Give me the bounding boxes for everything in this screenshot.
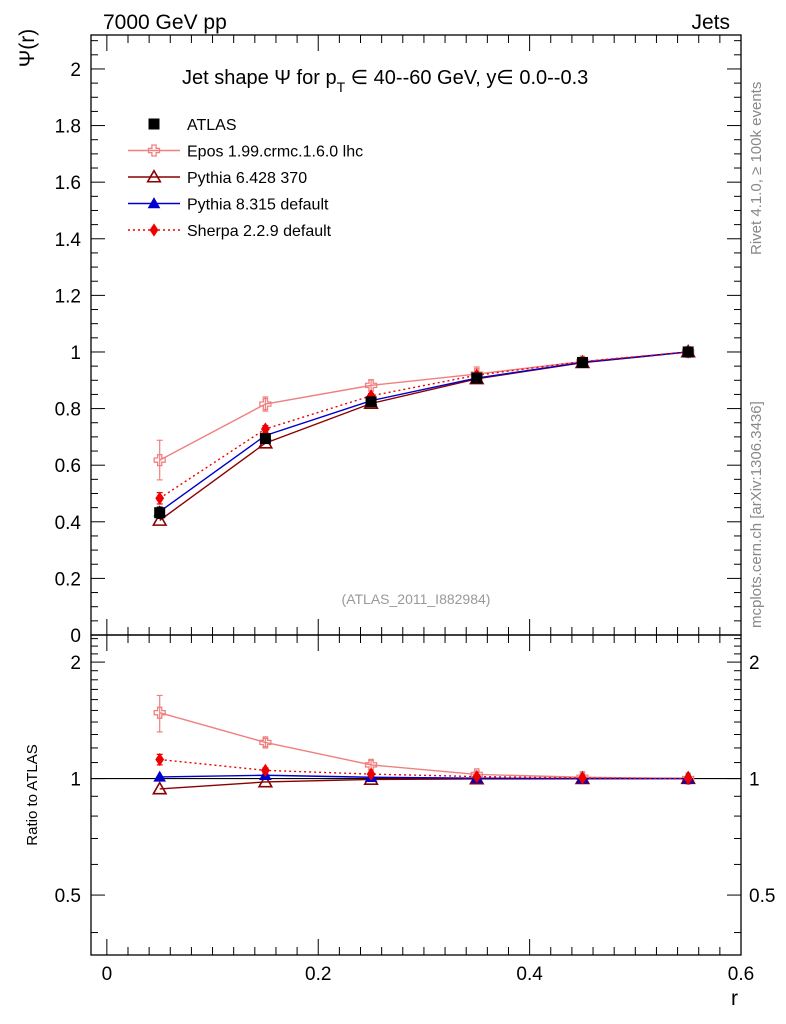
main-data-point xyxy=(154,507,166,519)
legend-label: Pythia 6.428 370 xyxy=(187,170,307,187)
ratio-series-group xyxy=(151,694,696,795)
main-data-point xyxy=(576,356,588,368)
main-data-point xyxy=(151,512,168,526)
main-series-line xyxy=(159,351,689,521)
main-data-point xyxy=(682,346,694,358)
ratio-data-point xyxy=(366,767,376,781)
ratio-y-tick-label-right: 1 xyxy=(749,770,760,791)
x-axis-label: r xyxy=(731,987,738,1010)
main-chart-title: Jet shape Ψ for pT ∈ 40--60 GeV, y∈ 0.0-… xyxy=(182,67,588,95)
ratio-data-point xyxy=(472,769,482,784)
ratio-panel: 0.5 0.5 1 1 2 2 0 0.2 0.4 0.6 Ratio to ATLAS r xyxy=(24,634,775,1010)
ratio-data-point xyxy=(151,781,168,795)
legend-item: Epos 1.99.crmc.1.6.0 lhc xyxy=(128,144,363,161)
main-data-point xyxy=(366,389,376,403)
ratio-data-point xyxy=(259,736,272,749)
ratio-data-point xyxy=(257,774,274,788)
ratio-panel-frame xyxy=(90,634,742,956)
main-data-point xyxy=(365,396,377,408)
x-tick-label: 0 xyxy=(102,964,113,985)
ratio-y-tick-label: 2 xyxy=(70,653,81,674)
legend: ATLAS Epos 1.99.crmc.1.6.0 lhc Pythia 6.42… xyxy=(128,117,363,240)
main-series-line xyxy=(159,351,689,499)
ratio-data-point xyxy=(578,771,587,785)
legend-item: Sherpa 2.2.9 default xyxy=(128,223,332,240)
ratio-data-point xyxy=(153,770,167,782)
legend-marker xyxy=(149,223,159,237)
legend-label: Pythia 8.315 default xyxy=(187,197,329,214)
main-y-tick-label: 1.6 xyxy=(55,173,81,194)
x-tick-label: 0.6 xyxy=(728,964,754,985)
main-y-tick-label: 0.6 xyxy=(55,456,81,477)
ratio-y-tick-label: 1 xyxy=(70,770,81,791)
main-series-pythia-8-315-default xyxy=(153,345,695,517)
main-y-tick-label: 0.4 xyxy=(55,513,82,534)
main-data-point xyxy=(259,433,271,445)
legend-label: ATLAS xyxy=(187,117,237,134)
main-data-point xyxy=(153,453,166,467)
main-series-pythia-6-428-370 xyxy=(151,344,696,526)
legend-item: ATLAS xyxy=(148,117,237,134)
main-series-sherpa-2-2-9-default xyxy=(155,345,693,505)
main-y-axis-label: Ψ(r) xyxy=(16,29,39,68)
legend-marker xyxy=(148,118,160,130)
header-right: Jets xyxy=(691,11,730,34)
main-data-point xyxy=(260,422,270,436)
side-label-rivet: Rivet 4.1.0, ≥ 100k events xyxy=(748,82,765,255)
ratio-data-point xyxy=(364,758,378,772)
ratio-series-line xyxy=(159,712,689,780)
ratio-y-axis: 0.5 0.5 1 1 2 2 xyxy=(55,638,775,934)
ratio-data-point xyxy=(683,771,693,786)
legend-label: Sherpa 2.2.9 default xyxy=(187,223,332,240)
legend-label: Epos 1.99.crmc.1.6.0 lhc xyxy=(187,144,363,161)
main-y-tick-label: 0.8 xyxy=(55,400,81,421)
main-series-group xyxy=(151,344,696,526)
ratio-series-pythia-8-315-default xyxy=(153,768,695,784)
header-left: 7000 GeV pp xyxy=(103,11,227,34)
main-data-point xyxy=(471,372,483,384)
main-y-tick-label: 1 xyxy=(70,343,81,364)
main-y-tick-label: 0.2 xyxy=(55,569,81,590)
ratio-x-axis: 0 0.2 0.4 0.6 xyxy=(102,635,754,985)
main-series-atlas xyxy=(154,346,694,519)
main-series-line xyxy=(159,351,689,513)
ratio-series-epos-1-99-crmc-1-6-0-lhc xyxy=(153,694,695,785)
main-data-point xyxy=(259,397,272,411)
main-y-tick-label: 1.2 xyxy=(55,286,81,307)
main-y-tick-label: 0 xyxy=(70,626,81,647)
legend-marker xyxy=(147,197,161,209)
x-tick-label: 0.4 xyxy=(516,964,543,985)
main-panel: 0 0.2 0.4 0.6 0.8 1 1.2 1.4 1.6 1.8 2 Ψ(r) Jet sha… xyxy=(16,29,742,647)
main-y-axis: 0 0.2 0.4 0.6 0.8 1 1.2 1.4 1.6 1.8 2 xyxy=(55,40,741,647)
main-series-epos-1-99-crmc-1-6-0-lhc xyxy=(153,345,695,481)
main-data-point xyxy=(364,379,378,392)
x-tick-label: 0.2 xyxy=(305,964,331,985)
ratio-data-point xyxy=(260,763,270,777)
title-sub: T xyxy=(337,79,346,95)
main-y-tick-label: 1.8 xyxy=(55,117,81,138)
main-y-tick-label: 2 xyxy=(70,60,81,81)
ratio-series-sherpa-2-2-9-default xyxy=(155,752,693,786)
side-label-mcplots: mcplots.cern.ch [arXiv:1306.3436] xyxy=(748,401,765,628)
main-y-tick-label: 1.4 xyxy=(55,230,82,251)
ratio-y-tick-label: 0.5 xyxy=(55,886,81,907)
title-pre: Jet shape Ψ for p xyxy=(182,67,337,89)
legend-marker xyxy=(147,144,161,157)
ratio-series-line xyxy=(159,758,689,780)
ratio-data-point xyxy=(155,752,165,767)
ratio-series-line xyxy=(159,777,689,790)
ratio-y-tick-label-right: 2 xyxy=(749,653,760,674)
legend-marker xyxy=(146,169,162,183)
legend-item: Pythia 6.428 370 xyxy=(128,169,307,187)
legend-item: Pythia 8.315 default xyxy=(128,197,329,214)
main-x-axis-ticks xyxy=(106,35,742,635)
main-data-point xyxy=(155,491,165,505)
ratio-data-point xyxy=(153,706,166,719)
title-post: ∈ 40--60 GeV, y∈ 0.0--0.3 xyxy=(345,67,588,89)
ratio-y-axis-label: Ratio to ATLAS xyxy=(24,744,41,845)
ratio-y-tick-label-right: 0.5 xyxy=(749,886,775,907)
analysis-annotation: (ATLAS_2011_I882984) xyxy=(342,591,491,607)
main-series-line xyxy=(159,351,689,461)
